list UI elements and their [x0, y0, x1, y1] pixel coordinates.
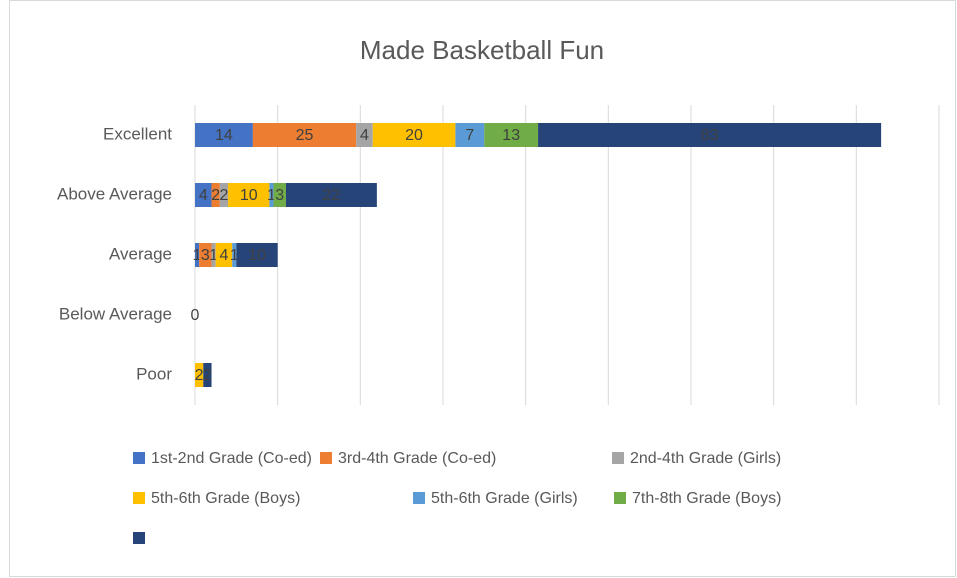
legend-swatch — [612, 452, 624, 464]
data-label: 3 — [275, 187, 284, 204]
legend-swatch — [133, 532, 145, 544]
legend-label: 7th-8th Grade (Boys) — [632, 490, 781, 507]
data-label: 1 — [193, 247, 202, 264]
data-label: 14 — [215, 127, 233, 144]
data-label: 3 — [201, 247, 210, 264]
bar-segment — [219, 183, 229, 207]
data-label: 20 — [405, 127, 423, 144]
legend-swatch — [133, 492, 145, 504]
bar-segment — [195, 363, 204, 387]
data-label: 10 — [240, 187, 258, 204]
legend-swatch — [614, 492, 626, 504]
data-label: 25 — [296, 127, 314, 144]
data-label: 1 — [209, 247, 218, 264]
bar-segment — [372, 123, 456, 147]
legend-swatch — [133, 452, 145, 464]
bar-segment — [232, 243, 237, 267]
bar-segment — [273, 183, 286, 207]
bar-segment — [203, 363, 212, 387]
bar-segment — [195, 123, 253, 147]
data-label: 10 — [248, 247, 266, 264]
legend-label: 3rd-4th Grade (Co-ed) — [338, 450, 496, 467]
legend-label: 5th-6th Grade (Boys) — [151, 490, 300, 507]
data-label: 1 — [267, 187, 276, 204]
y-tick-label: Above Average — [57, 184, 172, 203]
data-label: 13 — [502, 127, 520, 144]
data-label: 2 — [195, 367, 204, 384]
data-label: 2 — [203, 367, 212, 384]
bar-segment — [195, 183, 212, 207]
data-label: 7 — [465, 127, 474, 144]
bar-segment — [484, 123, 539, 147]
bar-segment — [215, 243, 233, 267]
data-label: 2 — [211, 187, 220, 204]
bar-segment — [356, 123, 373, 147]
data-label: 2 — [219, 187, 228, 204]
bar-segment — [285, 183, 377, 207]
data-label: 4 — [219, 247, 228, 264]
y-tick-label: Excellent — [103, 124, 172, 143]
data-label: 4 — [199, 187, 208, 204]
data-label: 83 — [701, 127, 719, 144]
y-tick-label: Poor — [136, 364, 172, 383]
bar-segment — [195, 243, 200, 267]
bar-segment — [199, 243, 212, 267]
legend-label: 5th-6th Grade (Girls) — [431, 490, 578, 507]
data-label: 22 — [323, 187, 341, 204]
bar-segment — [252, 123, 357, 147]
chart-title: Made Basketball Fun — [360, 35, 604, 65]
bar-segment — [236, 243, 278, 267]
legend-swatch — [413, 492, 425, 504]
bar-segment — [538, 123, 882, 147]
data-label: 0 — [191, 307, 200, 324]
bar-segment — [269, 183, 274, 207]
data-label: 4 — [360, 127, 369, 144]
legend-label: 2nd-4th Grade (Girls) — [630, 450, 781, 467]
chart-frame — [9, 0, 956, 577]
bar-segment — [228, 183, 270, 207]
y-tick-label: Average — [109, 244, 172, 263]
bar-segment — [211, 183, 220, 207]
y-tick-label: Below Average — [59, 304, 172, 323]
bar-segment — [211, 243, 216, 267]
legend-label: 1st-2nd Grade (Co-ed) — [151, 450, 312, 467]
data-label: 1 — [230, 247, 239, 264]
legend-swatch — [320, 452, 332, 464]
bar-segment — [455, 123, 485, 147]
